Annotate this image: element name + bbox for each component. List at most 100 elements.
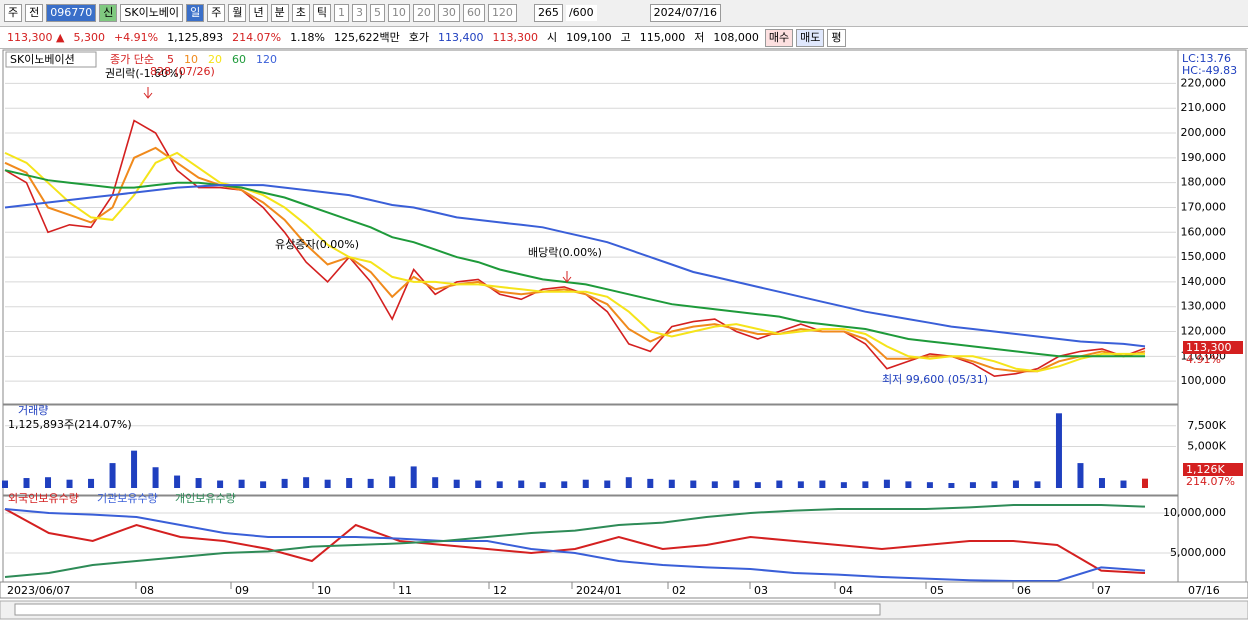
period-button[interactable]: 주 xyxy=(4,4,23,22)
stock-name[interactable]: SK이노베이 xyxy=(120,4,184,22)
volume-bar xyxy=(690,480,697,488)
minute-button[interactable]: 3 xyxy=(351,4,367,22)
y-tick-label: 220,000 xyxy=(1181,76,1227,89)
info-rate: +4.91% xyxy=(113,30,159,44)
date-input[interactable]: 2024/07/16 xyxy=(649,4,722,22)
volume-bar xyxy=(260,481,267,488)
x-axis-label: 06 xyxy=(1017,584,1031,597)
series-line xyxy=(4,151,1145,373)
volume-subtitle: 1,125,893주(214.07%) xyxy=(8,418,132,431)
y-tick-label: 5,000,000 xyxy=(1170,546,1226,559)
volume-bar xyxy=(432,477,439,488)
volume-bar xyxy=(647,478,654,488)
info-open-label: 시 xyxy=(547,30,558,44)
info-low-label: 저 xyxy=(694,30,705,44)
y-tick-label: 160,000 xyxy=(1181,225,1227,238)
info-quote-label: 호가 xyxy=(408,30,429,44)
y-tick-label: 150,000 xyxy=(1181,250,1227,263)
y-tick-label: 7,500K xyxy=(1187,419,1226,432)
volume-bar xyxy=(604,480,611,488)
volume-bar xyxy=(217,480,224,488)
volume-bar xyxy=(389,476,396,488)
period-button[interactable]: 전 xyxy=(25,4,44,22)
volume-bar xyxy=(2,480,8,488)
unit-button[interactable]: 틱 xyxy=(312,4,331,22)
unit-button[interactable]: 주 xyxy=(207,4,226,22)
unit-button[interactable]: 초 xyxy=(291,4,310,22)
minute-button[interactable]: 120 xyxy=(487,4,517,22)
volume-bar xyxy=(475,480,482,488)
count-input[interactable]: 265 xyxy=(533,4,563,22)
x-axis-bg xyxy=(0,581,1248,599)
y-tick-label: 200,000 xyxy=(1181,126,1227,139)
panel-frame xyxy=(2,495,1179,583)
x-axis-label: 07 xyxy=(1097,584,1111,597)
info-price: 113,300 ▲ xyxy=(7,30,65,44)
y-tick-label: 180,000 xyxy=(1181,176,1227,189)
volume-bar xyxy=(969,482,976,488)
info-high-label: 고 xyxy=(620,30,631,44)
minute-button[interactable]: 30 xyxy=(437,4,460,22)
volume-bar xyxy=(948,483,955,488)
minute-button[interactable]: 60 xyxy=(462,4,485,22)
annotation-arrow xyxy=(562,271,572,283)
info-amount: 125,622백만 xyxy=(334,30,400,44)
series-line xyxy=(4,146,1146,373)
stock-code-input[interactable]: 096770 xyxy=(46,4,97,22)
volume-title: 거래량 xyxy=(18,404,48,417)
volume-bar xyxy=(1142,478,1148,488)
count-max: /600 xyxy=(565,5,597,21)
last-volume-rate: 214.07% xyxy=(1186,475,1235,488)
volume-bar xyxy=(518,480,525,488)
unit-button[interactable]: 분 xyxy=(270,4,289,22)
last-volume: 1,126K xyxy=(1186,463,1225,476)
unit-button[interactable]: 월 xyxy=(228,4,247,22)
panel-frame xyxy=(2,49,1179,405)
volume-bar xyxy=(926,482,933,488)
info-open: 109,100 xyxy=(566,30,612,44)
legend-entry: 60 xyxy=(232,53,246,66)
badge[interactable]: 신 xyxy=(99,4,118,22)
volume-bar xyxy=(23,478,30,488)
volume-bar xyxy=(1055,413,1062,488)
last-price-box xyxy=(1183,341,1243,354)
volume-bar xyxy=(539,482,546,488)
avg-button[interactable]: 평 xyxy=(827,28,846,47)
minute-button[interactable]: 10 xyxy=(387,4,410,22)
hc-label: HC:-49.83 xyxy=(1182,64,1237,77)
series-line xyxy=(4,169,1145,358)
minute-button[interactable]: 1 xyxy=(333,4,349,22)
sell-button[interactable]: 매도 xyxy=(796,28,825,47)
y-tick-label: 170,000 xyxy=(1181,200,1227,213)
chart-title: SK이노베이션 xyxy=(10,53,75,66)
minute-button[interactable]: 20 xyxy=(412,4,435,22)
info-turnover: 1.18% xyxy=(290,30,326,44)
info-bid: 113,300 xyxy=(492,30,539,44)
volume-bar xyxy=(733,480,740,488)
series-line xyxy=(4,508,1146,582)
chart-area: 100,000110,000120,000130,000140,000150,0… xyxy=(0,49,1248,620)
volume-bar xyxy=(66,479,73,488)
x-axis-label: 04 xyxy=(839,584,853,597)
unit-button[interactable]: 일 xyxy=(186,4,205,22)
holdings-legend: 개인보유수량 xyxy=(175,492,236,505)
volume-bar xyxy=(109,463,116,488)
unit-button[interactable]: 년 xyxy=(249,4,268,22)
x-axis-label: 09 xyxy=(235,584,249,597)
volume-bar xyxy=(238,479,245,488)
x-axis-label: 08 xyxy=(140,584,154,597)
x-axis-label: 12 xyxy=(493,584,507,597)
last-price: 113,300 xyxy=(1186,341,1232,354)
annotation: 배당락(0.00%) xyxy=(528,246,602,259)
volume-bar xyxy=(797,481,804,488)
minute-button[interactable]: 5 xyxy=(369,4,385,22)
y-tick-label: 100,000 xyxy=(1181,374,1227,387)
volume-bar xyxy=(776,480,783,488)
x-axis-label: 11 xyxy=(398,584,412,597)
volume-bar xyxy=(281,478,288,488)
volume-bar xyxy=(45,477,52,488)
scroll-thumb[interactable] xyxy=(14,603,881,616)
buy-button[interactable]: 매수 xyxy=(764,28,794,47)
volume-bar xyxy=(152,467,159,488)
info-volume: 1,125,893 xyxy=(167,30,224,44)
